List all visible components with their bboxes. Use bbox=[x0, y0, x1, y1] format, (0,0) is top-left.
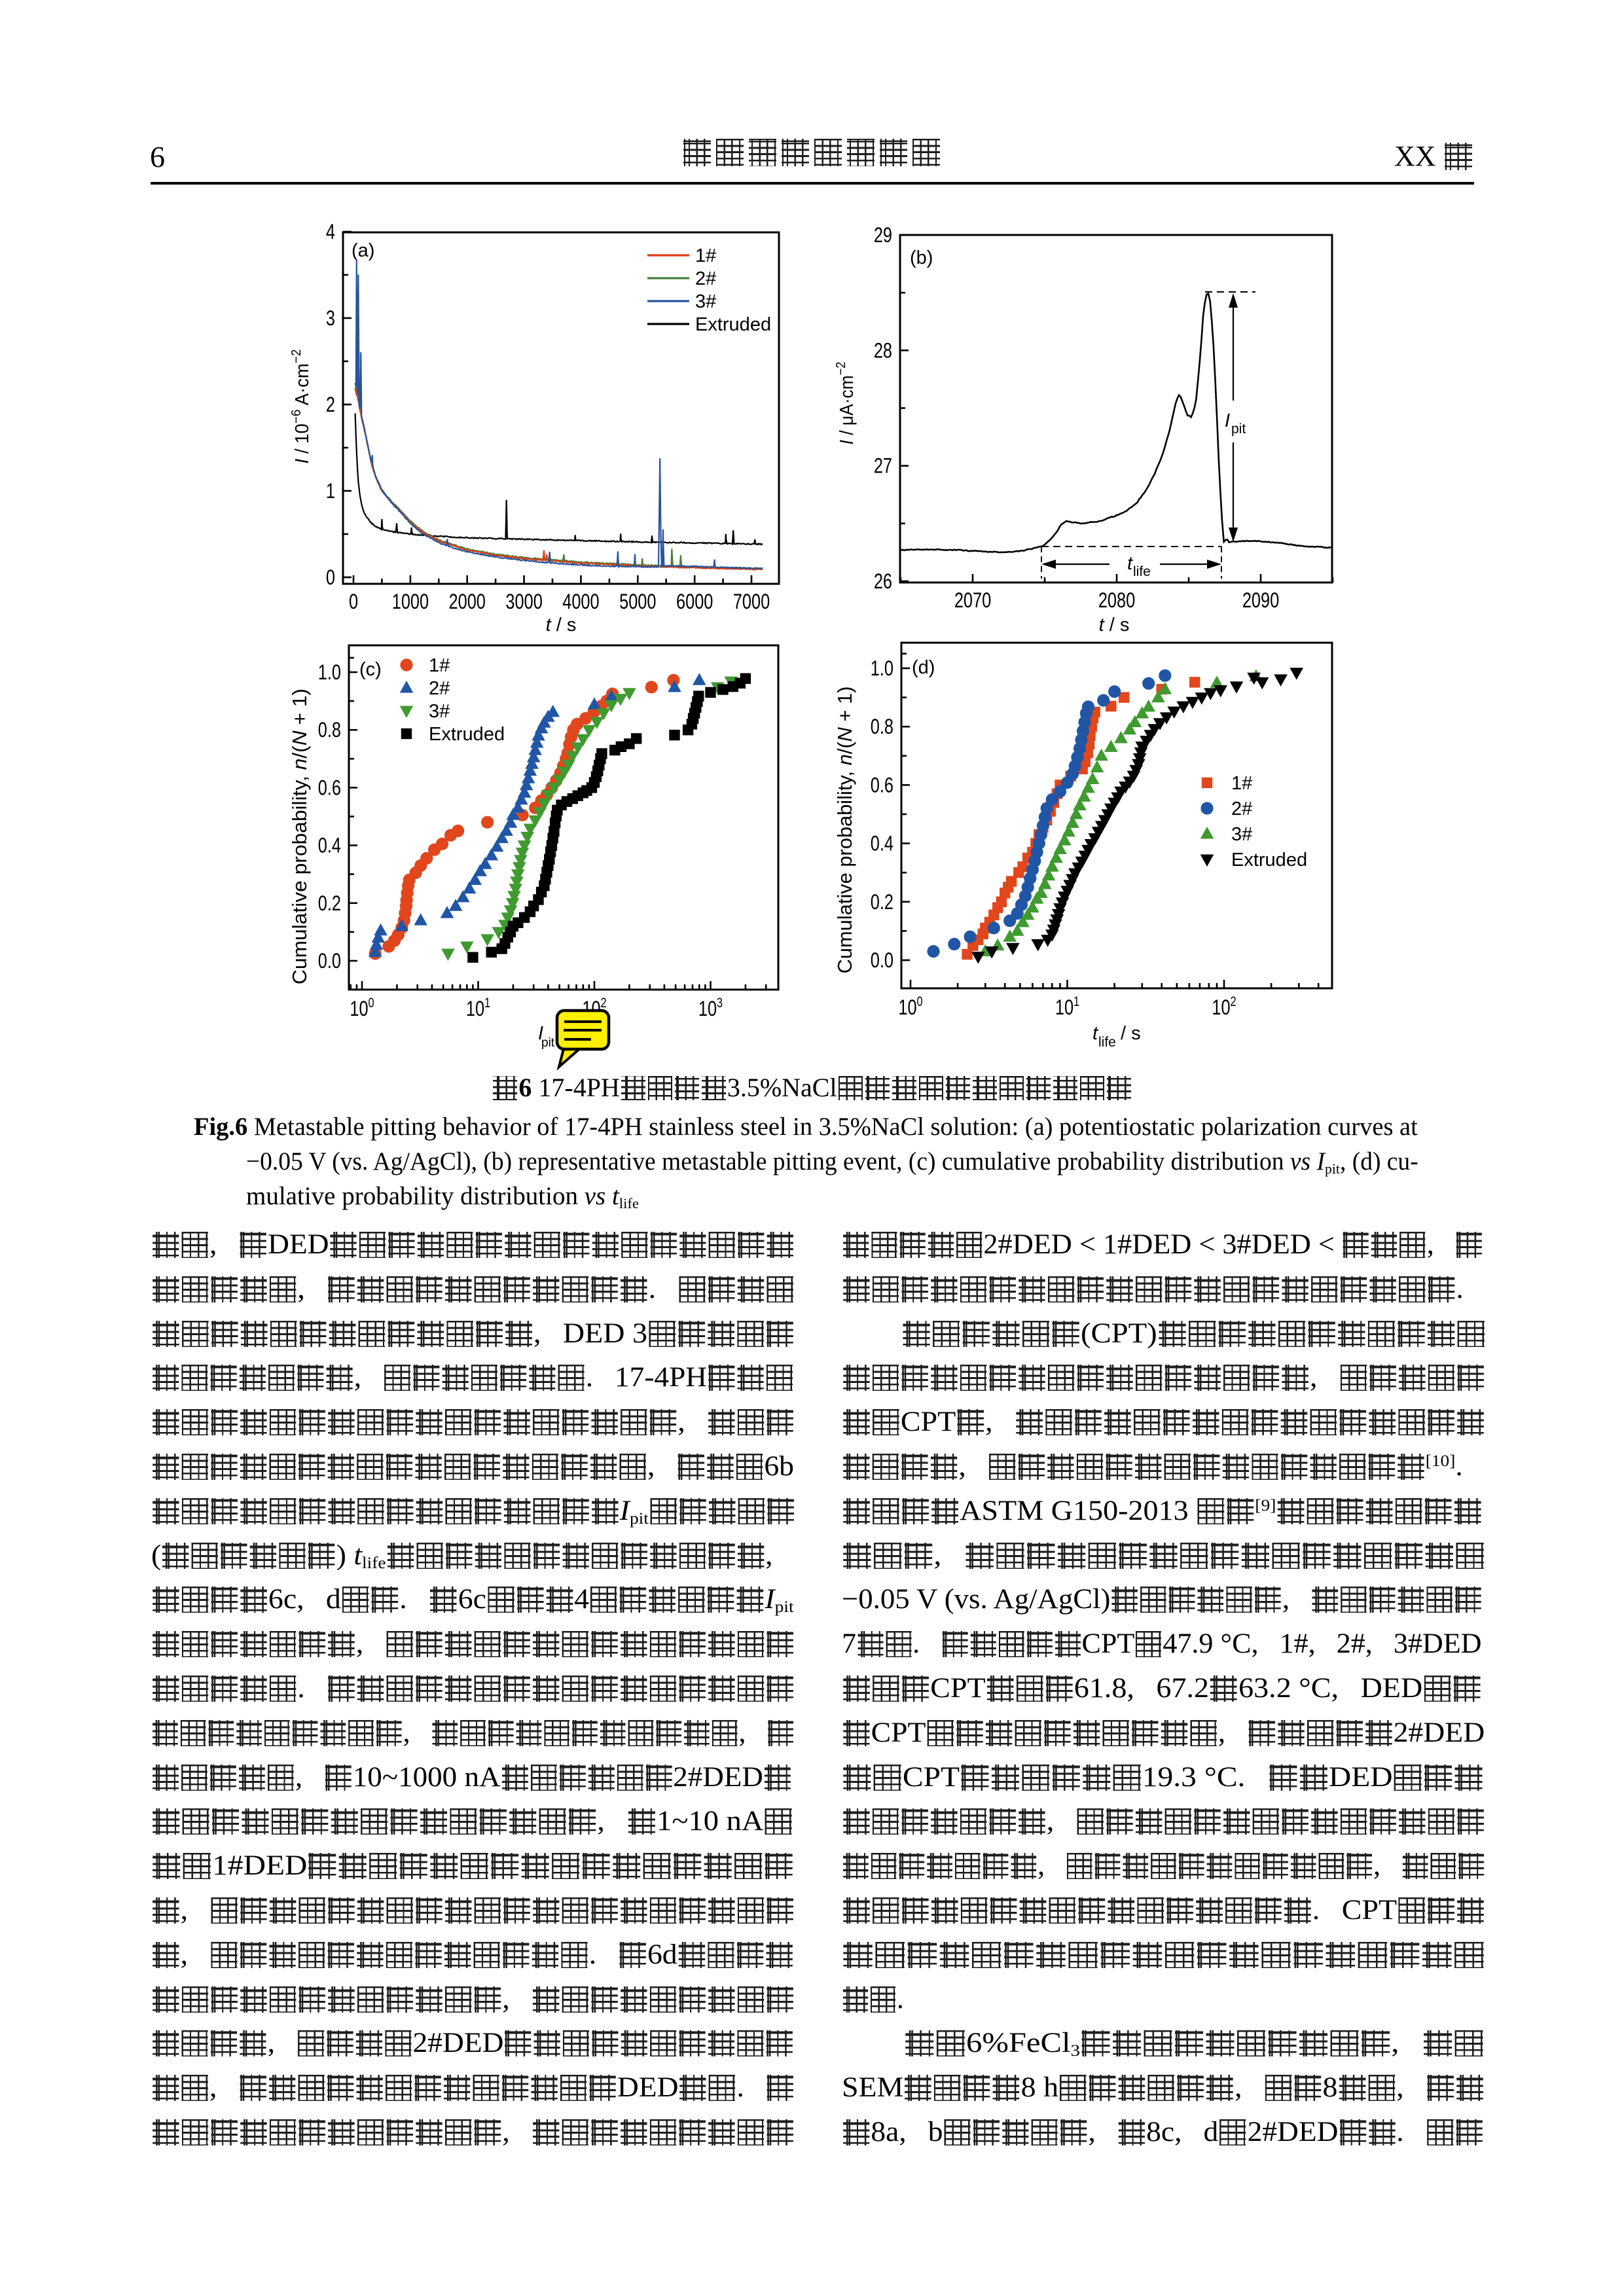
svg-text:3: 3 bbox=[326, 307, 335, 331]
svg-text:Extruded: Extruded bbox=[695, 314, 771, 335]
svg-text:26: 26 bbox=[874, 570, 892, 594]
svg-text:1#: 1# bbox=[429, 655, 450, 676]
svg-text:Extruded: Extruded bbox=[1231, 850, 1307, 870]
svg-text:0.6: 0.6 bbox=[318, 777, 341, 800]
svg-text:pit: pit bbox=[541, 1036, 555, 1050]
svg-text:103: 103 bbox=[698, 995, 723, 1021]
svg-text:0.4: 0.4 bbox=[318, 834, 341, 858]
svg-text:2070: 2070 bbox=[954, 589, 991, 613]
svg-text:1#: 1# bbox=[1231, 773, 1252, 794]
svg-text:t / s: t / s bbox=[546, 615, 577, 636]
svg-text:Cumulative probability, n/(N +: Cumulative probability, n/(N + 1) bbox=[288, 689, 311, 984]
svg-text:0.0: 0.0 bbox=[318, 950, 341, 973]
svg-text:0.8: 0.8 bbox=[871, 715, 893, 739]
svg-text:/ s: / s bbox=[1121, 1023, 1141, 1044]
svg-text:0.4: 0.4 bbox=[871, 833, 893, 856]
svg-text:0: 0 bbox=[349, 590, 358, 614]
svg-text:102: 102 bbox=[1212, 994, 1236, 1020]
svg-text:2#: 2# bbox=[1231, 798, 1252, 819]
svg-text:1#: 1# bbox=[695, 245, 716, 266]
svg-text:2: 2 bbox=[326, 393, 335, 417]
svg-text:1000: 1000 bbox=[392, 590, 429, 614]
svg-text:27: 27 bbox=[874, 455, 892, 478]
svg-text:2#: 2# bbox=[695, 268, 716, 289]
svg-text:101: 101 bbox=[466, 995, 490, 1021]
svg-text:I: I bbox=[1225, 410, 1230, 431]
svg-text:pit: pit bbox=[1231, 422, 1246, 437]
svg-text:4: 4 bbox=[326, 221, 335, 244]
svg-text:0: 0 bbox=[326, 566, 335, 590]
svg-text:4000: 4000 bbox=[562, 590, 599, 614]
svg-text:3#: 3# bbox=[695, 291, 716, 312]
svg-text:6000: 6000 bbox=[676, 590, 713, 614]
svg-text:(d): (d) bbox=[912, 657, 935, 678]
svg-text:2000: 2000 bbox=[449, 590, 486, 614]
svg-text:29: 29 bbox=[874, 224, 892, 247]
svg-text:Extruded: Extruded bbox=[429, 724, 505, 745]
svg-text:I: I bbox=[538, 1023, 543, 1044]
svg-text:life: life bbox=[1098, 1035, 1116, 1050]
svg-text:0.2: 0.2 bbox=[871, 891, 893, 914]
svg-text:2080: 2080 bbox=[1098, 589, 1135, 613]
svg-text:100: 100 bbox=[350, 995, 374, 1021]
svg-text:(c): (c) bbox=[359, 659, 382, 680]
svg-text:0.6: 0.6 bbox=[871, 774, 893, 798]
svg-text:3#: 3# bbox=[429, 701, 450, 722]
svg-text:t / s: t / s bbox=[1099, 615, 1130, 636]
svg-text:(a): (a) bbox=[352, 240, 374, 261]
svg-text:0.2: 0.2 bbox=[318, 892, 341, 916]
svg-text:I / μA·cm−2: I / μA·cm−2 bbox=[834, 362, 857, 445]
svg-text:100: 100 bbox=[898, 994, 922, 1020]
svg-text:t: t bbox=[1127, 553, 1134, 574]
svg-text:0.8: 0.8 bbox=[318, 719, 341, 742]
svg-text:3#: 3# bbox=[1231, 824, 1252, 845]
svg-text:(b): (b) bbox=[910, 247, 933, 268]
svg-text:7000: 7000 bbox=[733, 590, 770, 614]
svg-text:1.0: 1.0 bbox=[871, 657, 893, 681]
svg-text:2090: 2090 bbox=[1242, 589, 1279, 613]
svg-text:2#: 2# bbox=[429, 678, 450, 699]
svg-text:0.0: 0.0 bbox=[871, 949, 893, 973]
svg-text:3000: 3000 bbox=[505, 590, 542, 614]
svg-text:t: t bbox=[1092, 1023, 1099, 1044]
svg-text:1: 1 bbox=[326, 480, 335, 503]
svg-text:I / 10−6 A·cm−2: I / 10−6 A·cm−2 bbox=[289, 350, 313, 464]
svg-text:5000: 5000 bbox=[619, 590, 656, 614]
svg-text:101: 101 bbox=[1055, 994, 1079, 1020]
svg-text:Cumulative probability, n/(N +: Cumulative probability, n/(N + 1) bbox=[833, 687, 856, 974]
svg-text:1.0: 1.0 bbox=[318, 661, 341, 685]
svg-text:life: life bbox=[1133, 564, 1151, 579]
svg-text:28: 28 bbox=[874, 339, 892, 363]
